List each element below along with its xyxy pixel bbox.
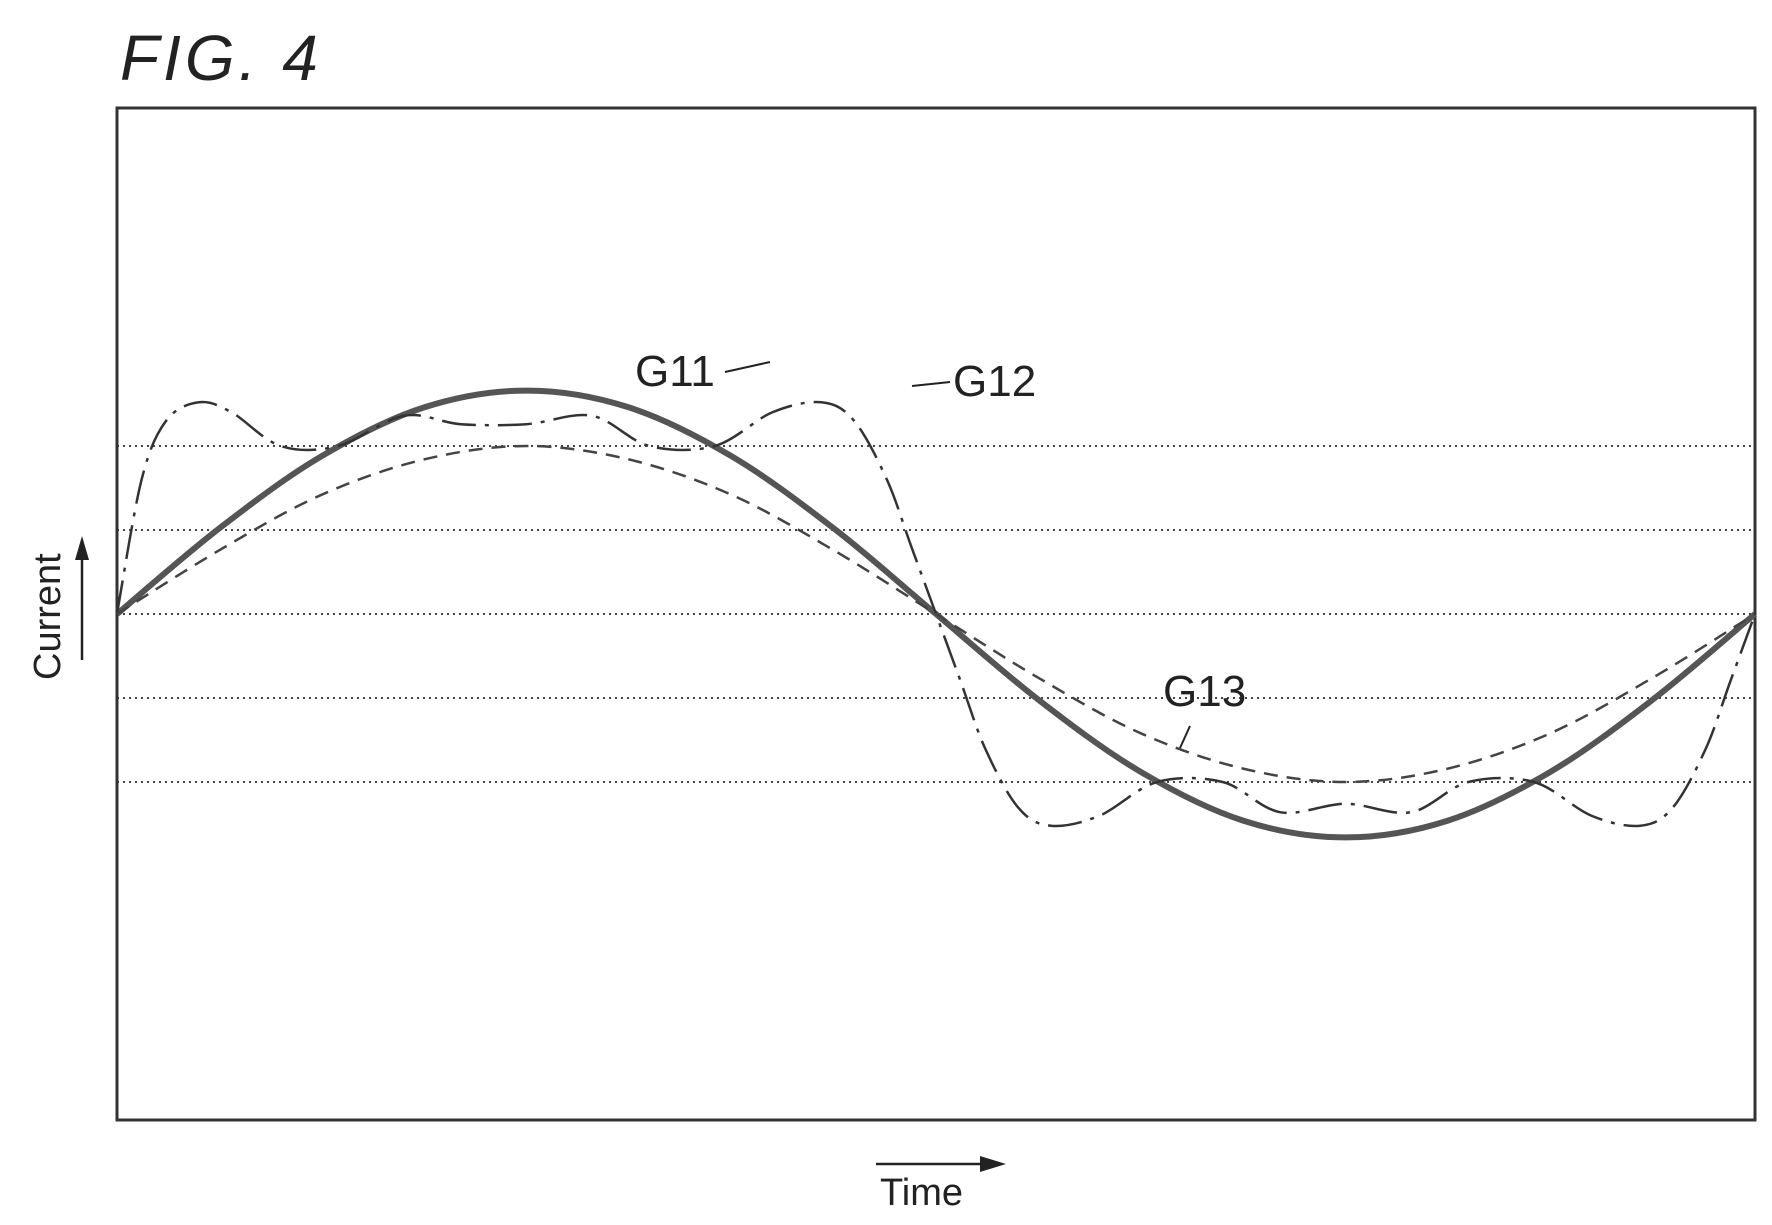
leader-line-g13 bbox=[1179, 725, 1191, 749]
y-axis-arrow-icon bbox=[75, 536, 89, 560]
x-axis-arrow-icon bbox=[980, 1156, 1006, 1172]
y-axis-label: Current bbox=[27, 553, 69, 680]
series-label-g11: G11 bbox=[635, 347, 715, 396]
series-label-g13: G13 bbox=[1163, 667, 1246, 716]
label-g11: G11 bbox=[635, 347, 771, 396]
leader-line-g12 bbox=[911, 381, 951, 387]
label-g13: G13 bbox=[1163, 667, 1246, 749]
series-line-g13 bbox=[116, 444, 1756, 784]
series-label-g12: G12 bbox=[953, 357, 1036, 406]
label-g12: G12 bbox=[911, 357, 1036, 406]
leader-line-g11 bbox=[724, 361, 771, 373]
figure-title: FIG. 4 bbox=[120, 22, 322, 94]
x-axis-label-group: Time bbox=[876, 1156, 1006, 1214]
series-layer bbox=[115, 387, 1757, 841]
y-axis-label-group: Current bbox=[27, 536, 89, 680]
x-axis-label: Time bbox=[880, 1172, 963, 1214]
